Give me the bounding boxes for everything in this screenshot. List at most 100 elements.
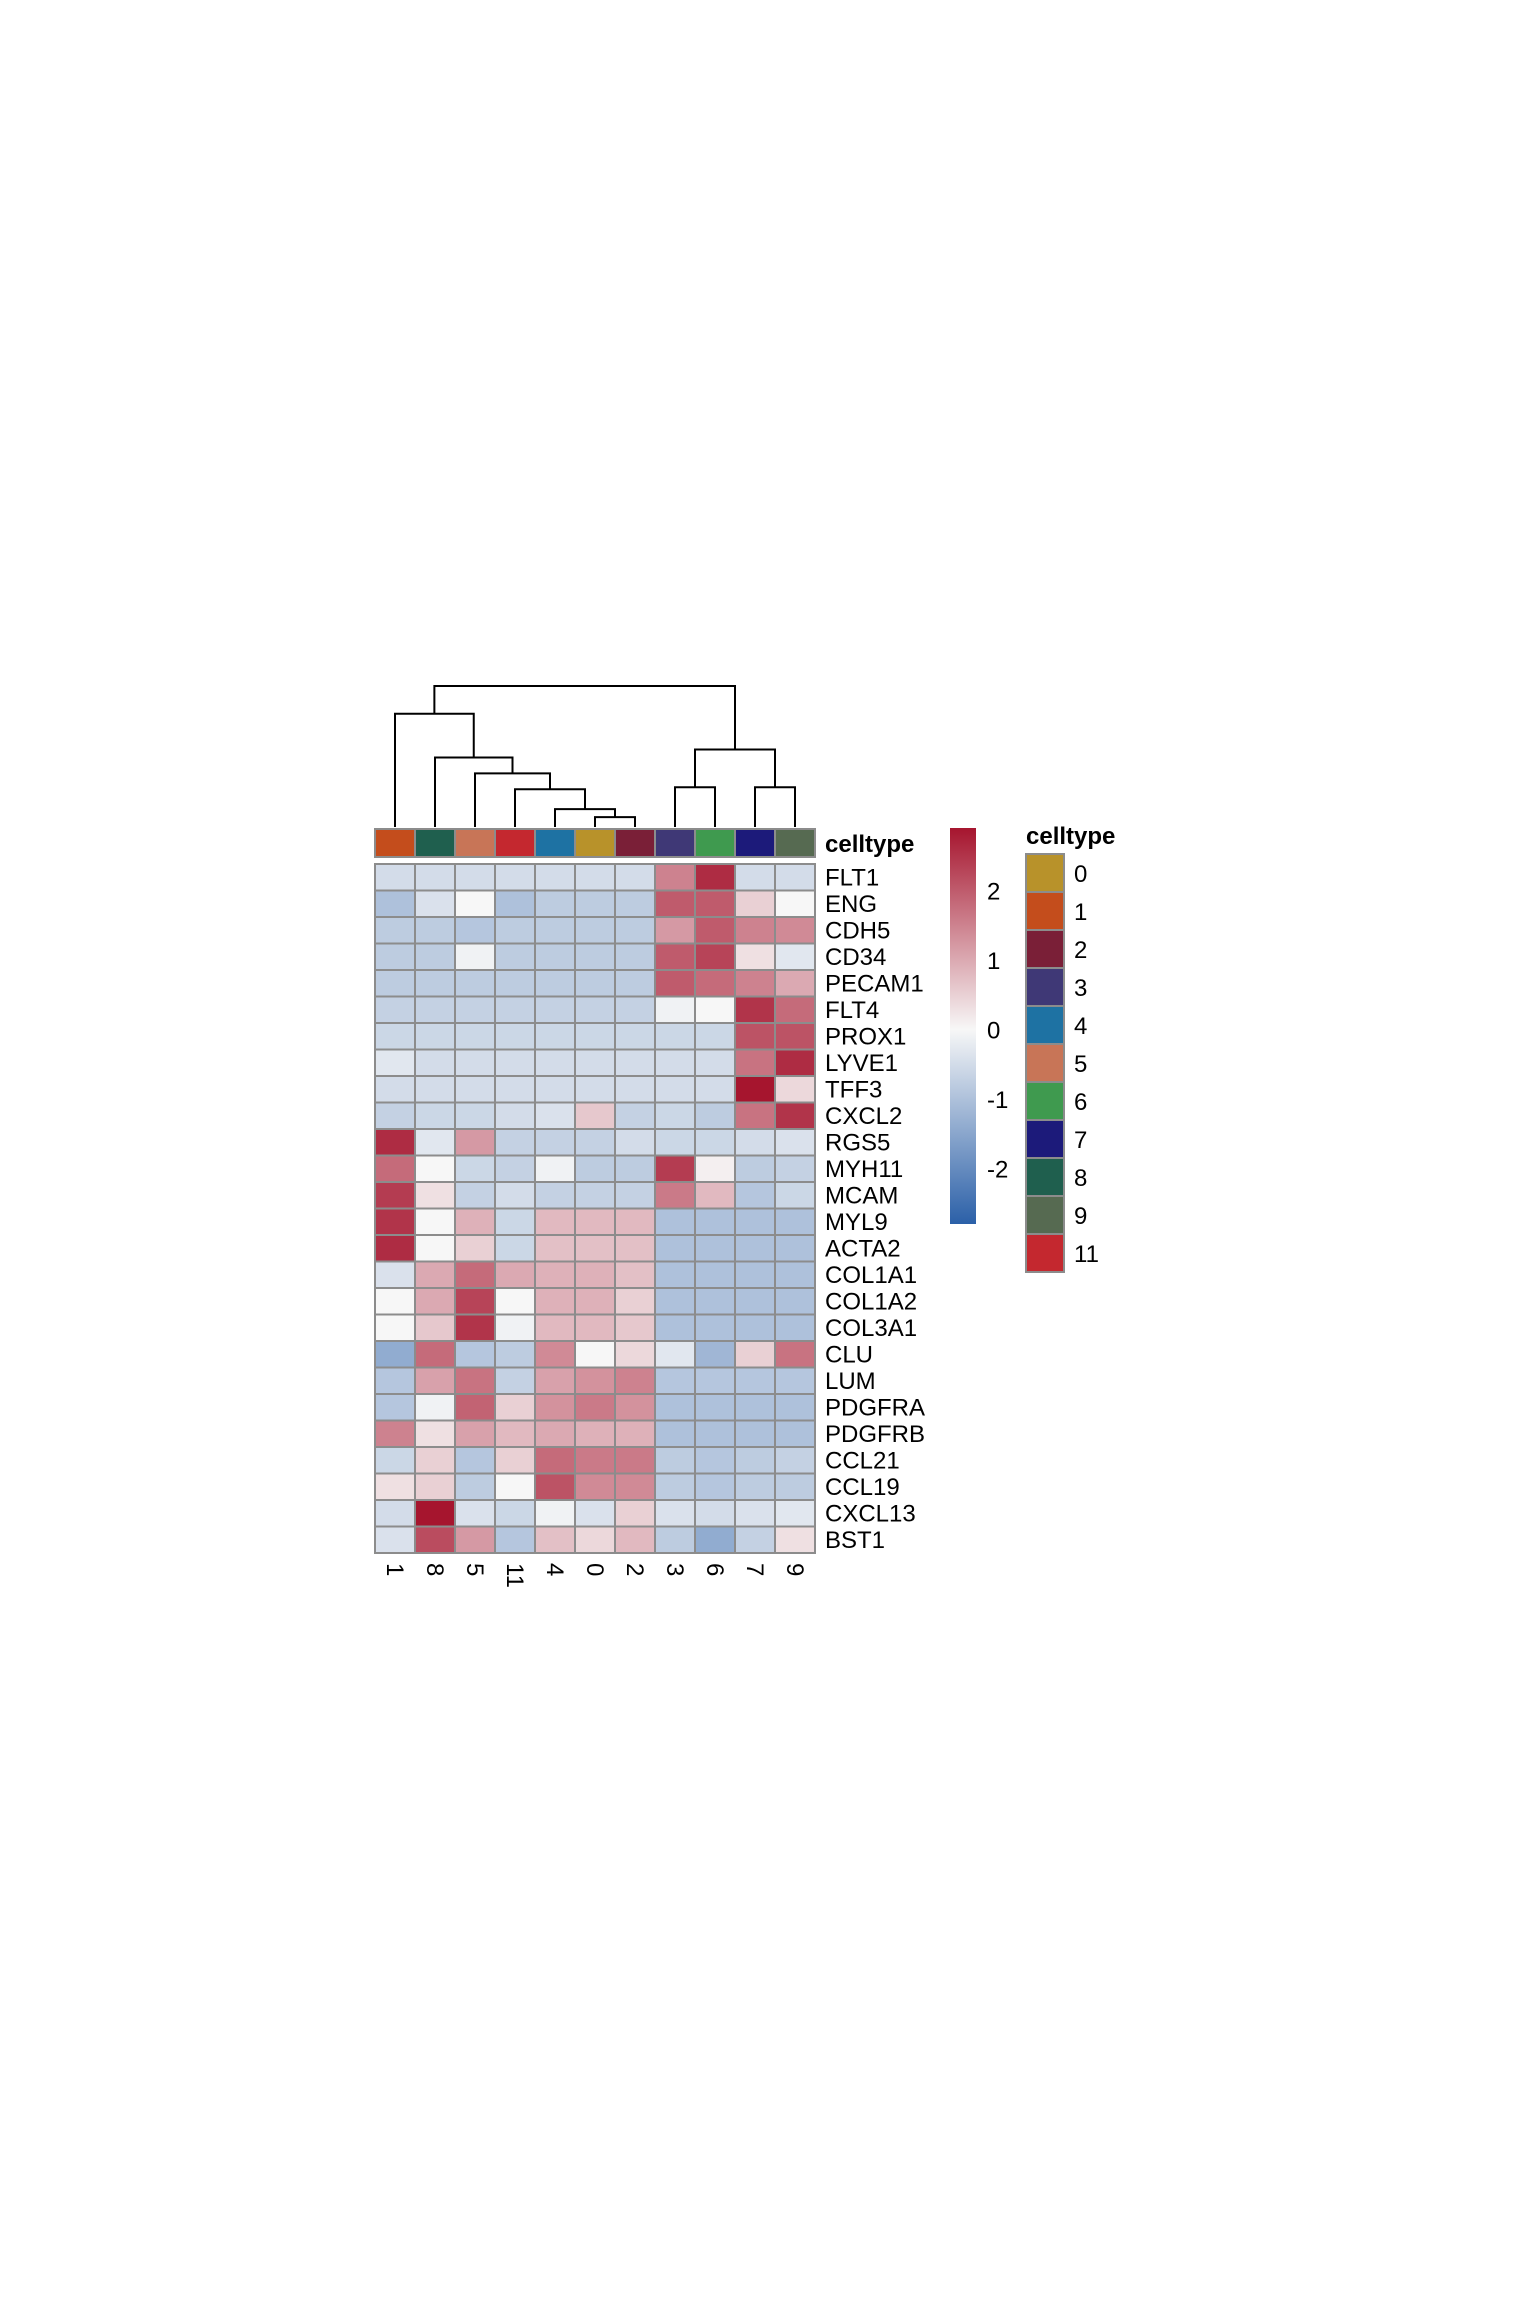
column-label-9: 9 bbox=[781, 1563, 808, 1576]
heatmap-cell-PDGFRA-4 bbox=[534, 1393, 576, 1422]
celltype-legend: celltype 0 1 2 3 4 5 6 7 8 9 11 bbox=[1025, 823, 1115, 1273]
color-scale-tick-1: 1 bbox=[987, 948, 1000, 975]
heatmap-cell-CDH5-5 bbox=[454, 916, 496, 945]
heatmap-cell-FLT1-6 bbox=[694, 863, 736, 892]
heatmap-cell-PDGFRB-2 bbox=[614, 1419, 656, 1448]
heatmap-cell-ACTA2-0 bbox=[574, 1234, 616, 1263]
heatmap-cell-COL1A1-5 bbox=[454, 1260, 496, 1289]
heatmap-cell-MYL9-6 bbox=[694, 1207, 736, 1236]
heatmap-cell-MYL9-2 bbox=[614, 1207, 656, 1236]
heatmap-cell-PECAM1-1 bbox=[374, 969, 416, 998]
column-label-1: 1 bbox=[381, 1563, 408, 1576]
heatmap-cell-MCAM-4 bbox=[534, 1181, 576, 1210]
annotation-cell-11 bbox=[494, 828, 536, 858]
heatmap-cell-MYH11-9 bbox=[774, 1154, 816, 1183]
heatmap-cell-CXCL2-5 bbox=[454, 1101, 496, 1130]
heatmap-cell-PECAM1-9 bbox=[774, 969, 816, 998]
heatmap-cell-PDGFRB-6 bbox=[694, 1419, 736, 1448]
heatmap-cell-LUM-2 bbox=[614, 1366, 656, 1395]
legend-label-6: 6 bbox=[1074, 1089, 1087, 1116]
heatmap-cell-TFF3-5 bbox=[454, 1075, 496, 1104]
heatmap-cell-TFF3-6 bbox=[694, 1075, 736, 1104]
heatmap-cells bbox=[374, 863, 816, 1554]
heatmap-cell-TFF3-1 bbox=[374, 1075, 416, 1104]
heatmap-cell-CD34-0 bbox=[574, 942, 616, 971]
heatmap-cell-MYL9-8 bbox=[414, 1207, 456, 1236]
heatmap-cell-TFF3-11 bbox=[494, 1075, 536, 1104]
heatmap-cell-FLT4-11 bbox=[494, 995, 536, 1024]
heatmap-cell-MYH11-7 bbox=[734, 1154, 776, 1183]
heatmap-cell-LUM-6 bbox=[694, 1366, 736, 1395]
heatmap-cell-MCAM-11 bbox=[494, 1181, 536, 1210]
row-label-CDH5: CDH5 bbox=[825, 917, 890, 944]
heatmap-cell-CCL19-1 bbox=[374, 1472, 416, 1501]
heatmap-cell-CCL21-6 bbox=[694, 1446, 736, 1475]
heatmap-cell-CLU-4 bbox=[534, 1340, 576, 1369]
heatmap-cell-CD34-4 bbox=[534, 942, 576, 971]
legend-title: celltype bbox=[1026, 823, 1115, 850]
heatmap-cell-ENG-0 bbox=[574, 889, 616, 918]
heatmap-cell-FLT1-4 bbox=[534, 863, 576, 892]
heatmap-cell-PECAM1-5 bbox=[454, 969, 496, 998]
row-label-COL1A1: COL1A1 bbox=[825, 1262, 917, 1289]
heatmap-cell-LYVE1-4 bbox=[534, 1048, 576, 1077]
heatmap-cell-CDH5-8 bbox=[414, 916, 456, 945]
heatmap-cell-CD34-5 bbox=[454, 942, 496, 971]
heatmap-cell-FLT4-2 bbox=[614, 995, 656, 1024]
heatmap-cell-CDH5-2 bbox=[614, 916, 656, 945]
heatmap-cell-BST1-3 bbox=[654, 1525, 696, 1554]
heatmap-cell-COL3A1-9 bbox=[774, 1313, 816, 1342]
celltype-annotation-bar: celltype bbox=[374, 828, 914, 858]
heatmap-cell-CXCL2-6 bbox=[694, 1101, 736, 1130]
heatmap-cell-MYL9-1 bbox=[374, 1207, 416, 1236]
dendrogram-branch-7 bbox=[434, 756, 514, 827]
heatmap-cell-CLU-8 bbox=[414, 1340, 456, 1369]
dendrogram-branch-10 bbox=[433, 685, 736, 750]
heatmap-cell-CCL21-11 bbox=[494, 1446, 536, 1475]
heatmap-cell-BST1-2 bbox=[614, 1525, 656, 1554]
legend-label-2: 2 bbox=[1074, 937, 1087, 964]
heatmap-cell-CCL21-4 bbox=[534, 1446, 576, 1475]
heatmap-cell-PDGFRB-3 bbox=[654, 1419, 696, 1448]
heatmap-cell-PDGFRA-3 bbox=[654, 1393, 696, 1422]
heatmap-cell-TFF3-2 bbox=[614, 1075, 656, 1104]
row-label-ACTA2: ACTA2 bbox=[825, 1235, 901, 1262]
color-scale-tick-0: 0 bbox=[987, 1017, 1000, 1044]
heatmap-cell-FLT4-8 bbox=[414, 995, 456, 1024]
heatmap-cell-COL1A2-7 bbox=[734, 1287, 776, 1316]
heatmap-cell-ACTA2-9 bbox=[774, 1234, 816, 1263]
heatmap-cell-COL1A1-11 bbox=[494, 1260, 536, 1289]
heatmap-cell-ACTA2-6 bbox=[694, 1234, 736, 1263]
heatmap-cell-LUM-9 bbox=[774, 1366, 816, 1395]
heatmap-cell-CXCL2-2 bbox=[614, 1101, 656, 1130]
legend-swatch-4 bbox=[1025, 1005, 1065, 1045]
heatmap-cell-PDGFRA-8 bbox=[414, 1393, 456, 1422]
heatmap-cell-ACTA2-5 bbox=[454, 1234, 496, 1263]
heatmap-cell-FLT4-7 bbox=[734, 995, 776, 1024]
heatmap-cell-COL1A2-11 bbox=[494, 1287, 536, 1316]
heatmap-cell-COL3A1-7 bbox=[734, 1313, 776, 1342]
heatmap-cell-MCAM-5 bbox=[454, 1181, 496, 1210]
heatmap-cell-FLT1-0 bbox=[574, 863, 616, 892]
heatmap-cell-COL1A2-8 bbox=[414, 1287, 456, 1316]
heatmap-cell-MCAM-0 bbox=[574, 1181, 616, 1210]
heatmap-cell-CCL19-7 bbox=[734, 1472, 776, 1501]
heatmap-cell-PDGFRA-1 bbox=[374, 1393, 416, 1422]
heatmap-cell-ENG-8 bbox=[414, 889, 456, 918]
heatmap-cell-PDGFRA-11 bbox=[494, 1393, 536, 1422]
heatmap-cell-MCAM-1 bbox=[374, 1181, 416, 1210]
heatmap-cell-RGS5-1 bbox=[374, 1128, 416, 1157]
heatmap-cell-CD34-11 bbox=[494, 942, 536, 971]
legend-label-4: 4 bbox=[1074, 1013, 1087, 1040]
heatmap-cell-LYVE1-3 bbox=[654, 1048, 696, 1077]
heatmap-cell-CD34-2 bbox=[614, 942, 656, 971]
heatmap-cell-CXCL13-2 bbox=[614, 1499, 656, 1528]
heatmap-cell-PROX1-8 bbox=[414, 1022, 456, 1051]
heatmap-cell-CCL21-2 bbox=[614, 1446, 656, 1475]
heatmap-cell-MYH11-6 bbox=[694, 1154, 736, 1183]
heatmap-cell-CXCL2-3 bbox=[654, 1101, 696, 1130]
annotation-cell-9 bbox=[774, 828, 816, 858]
heatmap-cell-CLU-1 bbox=[374, 1340, 416, 1369]
heatmap-cell-PECAM1-11 bbox=[494, 969, 536, 998]
heatmap-cell-FLT4-6 bbox=[694, 995, 736, 1024]
